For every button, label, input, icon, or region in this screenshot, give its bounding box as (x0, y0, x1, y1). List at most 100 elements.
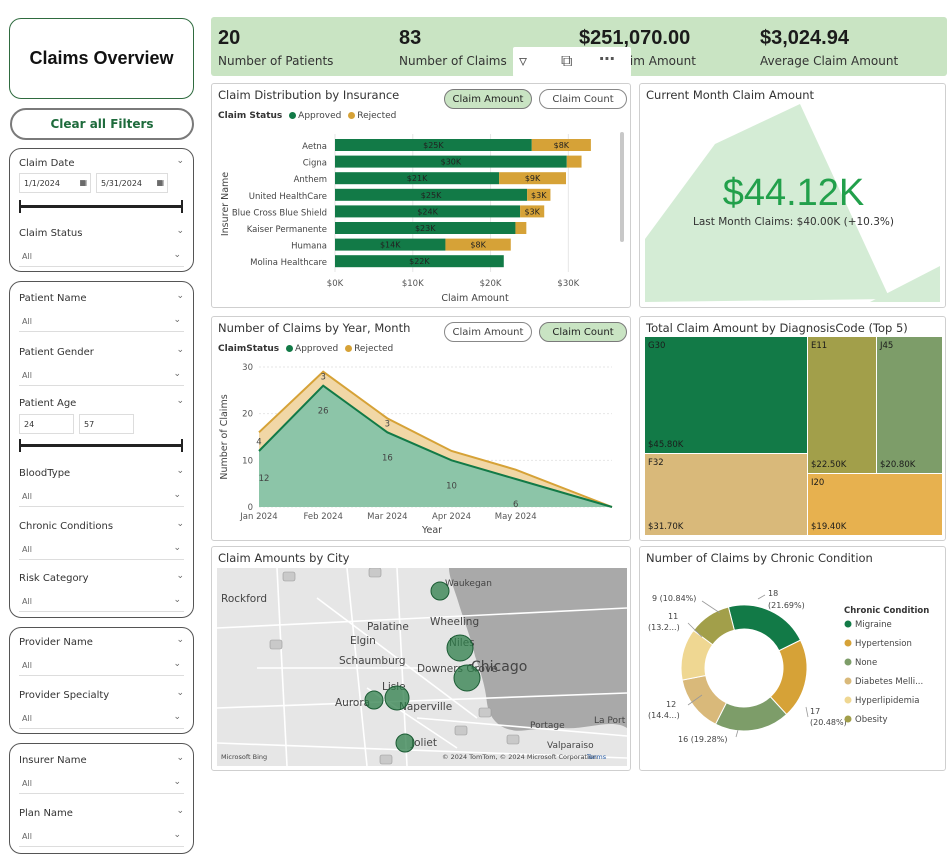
chevron-down-icon[interactable]: ⌄ (176, 688, 184, 698)
approved-data-label: 12 (259, 474, 270, 484)
treemap-tile-j45[interactable]: J45 $20.80K (877, 337, 942, 473)
calendar-icon[interactable]: ▦ (79, 178, 87, 187)
map-label-la-port: La Port (594, 716, 626, 726)
clear-filters-button[interactable]: Clear all Filters (10, 108, 194, 140)
chevron-down-icon[interactable]: ⌄ (176, 519, 184, 529)
blood-type-select[interactable]: All ⌄ (19, 487, 184, 507)
approved-legend-marker (286, 345, 294, 352)
map-label-schaumburg: Schaumburg (339, 655, 406, 667)
claim-date-end-input[interactable]: 5/31/2024 ▦ (96, 173, 168, 193)
claim-amount-toggle[interactable]: Claim Amount (444, 322, 532, 342)
claims-by-month-legend-title: ClaimStatus (218, 344, 280, 354)
claim-count-toggle[interactable]: Claim Count (539, 322, 627, 342)
chevron-down-icon: ⌄ (173, 712, 181, 722)
provider-name-select[interactable]: All ⌄ (19, 656, 184, 676)
chevron-down-icon[interactable]: ⌄ (176, 396, 184, 406)
y-tick-label: United HealthCare (249, 192, 327, 202)
claim-amount-toggle[interactable]: Claim Amount (444, 89, 532, 109)
provider-specialty-select[interactable]: All ⌄ (19, 709, 184, 729)
bar-data-label: $9K (525, 174, 541, 183)
leader-line (805, 706, 809, 718)
approved-data-label: 10 (446, 481, 457, 491)
map-bubble[interactable] (453, 664, 481, 692)
calendar-icon[interactable]: ▦ (156, 178, 164, 187)
chevron-down-icon[interactable]: ⌄ (176, 345, 184, 355)
map-terms-link[interactable]: Terms (586, 753, 607, 761)
chevron-down-icon: ⌄ (173, 777, 181, 787)
plan-name-select[interactable]: All ⌄ (19, 827, 184, 847)
chevron-down-icon[interactable]: ⌄ (176, 156, 184, 166)
donut-legend-marker (844, 620, 852, 628)
treemap-code-label: E11 (811, 341, 828, 351)
patient-age-max-input[interactable]: 57 (79, 414, 134, 434)
bar-data-label: $8K (554, 141, 570, 150)
chronic-conditions-select[interactable]: All ⌄ (19, 540, 184, 560)
chevron-down-icon: ⌄ (173, 543, 181, 553)
patient-gender-select[interactable]: All ⌄ (19, 366, 184, 386)
approved-line (258, 384, 613, 508)
bar-segment (335, 155, 567, 168)
risk-category-select[interactable]: All ⌄ (19, 592, 184, 612)
patient-age-slider[interactable] (19, 439, 183, 452)
total-kpi-value: $251,070.00 (579, 27, 691, 49)
chevron-down-icon[interactable]: ⌄ (176, 635, 184, 645)
map-title: Claim Amounts by City (218, 551, 350, 565)
x-tick-label: Feb 2024 (303, 512, 342, 522)
donut-data-label: (14.4...) (648, 711, 680, 720)
y-tick-label: Aetna (302, 142, 327, 152)
patient-name-select[interactable]: All ⌄ (19, 312, 184, 332)
leader-line (757, 594, 766, 600)
map-bubble[interactable] (364, 690, 384, 710)
claims-by-month-panel: Number of Claims by Year, Month Claim Am… (211, 316, 631, 541)
treemap-code-label: F32 (648, 458, 664, 468)
treemap-tile-i20[interactable]: I20 $19.40K (808, 474, 942, 535)
chevron-down-icon[interactable]: ⌄ (176, 466, 184, 476)
donut-data-label: 17 (810, 707, 820, 716)
map-label-elgin: Elgin (350, 635, 376, 647)
treemap-tile-f32[interactable]: F32 $31.70K (645, 454, 807, 535)
chevron-down-icon[interactable]: ⌄ (176, 226, 184, 236)
donut-legend-label: Obesity (855, 715, 887, 725)
filter-group-insurer: Insurer Name ⌄ All ⌄ Plan Name ⌄ All ⌄ (9, 743, 194, 854)
donut-slice[interactable] (692, 606, 735, 646)
claim-status-select[interactable]: All ⌄ (19, 247, 184, 267)
map-label-joliet: Joliet (410, 737, 437, 749)
treemap-tile-e11[interactable]: E11 $22.50K (808, 337, 876, 473)
city-map[interactable]: Rockford Waukegan Palatine Wheeling Elgi… (217, 568, 627, 766)
current-month-background-shape (645, 104, 940, 302)
chevron-down-icon: ⌄ (173, 369, 181, 379)
chevron-down-icon[interactable]: ⌄ (176, 571, 184, 581)
claim-date-start-input[interactable]: 1/1/2024 ▦ (19, 173, 91, 193)
claim-date-slider[interactable] (19, 200, 183, 213)
treemap-tile-g30[interactable]: G30 $45.80K (645, 337, 807, 453)
map-label-portage: Portage (530, 721, 565, 731)
insurer-name-select[interactable]: All ⌄ (19, 774, 184, 794)
donut-slice[interactable] (727, 604, 802, 652)
x-axis-title: Claim Amount (441, 293, 509, 304)
chevron-down-icon[interactable]: ⌄ (176, 753, 184, 763)
map-bubble[interactable] (430, 581, 450, 601)
map-bubble[interactable] (384, 685, 410, 711)
map-label-rockford: Rockford (221, 593, 267, 605)
claim-count-toggle[interactable]: Claim Count (539, 89, 627, 109)
treemap-value-label: $19.40K (811, 522, 847, 532)
map-label-wheeling: Wheeling (430, 616, 479, 628)
filter-icon[interactable]: ▿ (519, 51, 528, 70)
more-options-icon[interactable]: ⋯ (599, 49, 615, 68)
leader-line (687, 694, 703, 706)
chevron-down-icon[interactable]: ⌄ (176, 806, 184, 816)
patient-age-min-input[interactable]: 24 (19, 414, 74, 434)
treemap-value-label: $31.70K (648, 522, 684, 532)
x-axis-title: Year (421, 525, 442, 536)
focus-mode-icon[interactable]: ⧉ (561, 51, 573, 70)
chronic-condition-panel: Number of Claims by Chronic Condition 18… (639, 546, 946, 771)
bar-segment (335, 188, 528, 201)
map-bubble[interactable] (446, 634, 474, 662)
leader-line (687, 622, 703, 638)
scrollbar-thumb[interactable] (620, 132, 624, 242)
insurance-bar-chart: $0K $10K $20K $30K Aetna $25K $8K Cigna $30K Anth… (220, 132, 624, 304)
map-bubble[interactable] (395, 733, 415, 753)
donut-slice[interactable] (681, 674, 728, 725)
chevron-down-icon[interactable]: ⌄ (176, 291, 184, 301)
bar-data-label: $14K (380, 241, 401, 250)
